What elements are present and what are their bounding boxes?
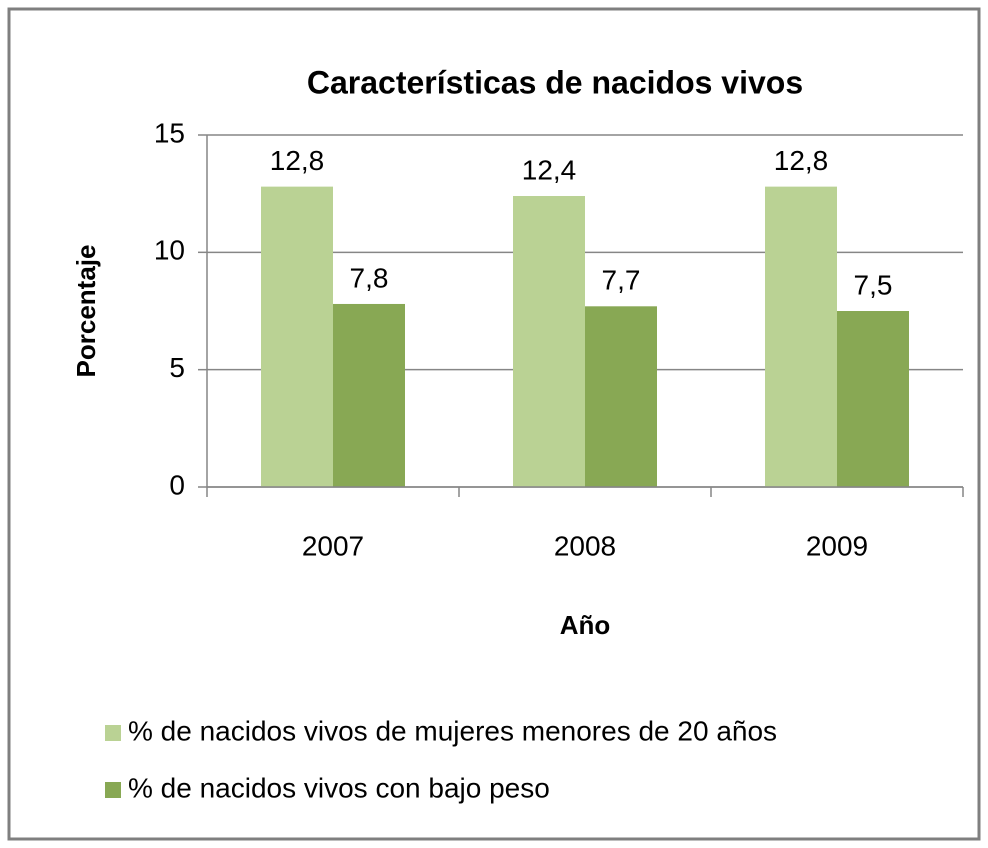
y-tick-label: 5: [169, 352, 185, 383]
y-tick-label: 0: [169, 469, 185, 500]
data-label: 7,5: [854, 269, 893, 300]
legend-label: % de nacidos vivos con bajo peso: [128, 772, 550, 803]
x-axis-label: Año: [560, 610, 611, 640]
legend-swatch: [105, 782, 121, 798]
legend-label: % de nacidos vivos de mujeres menores de…: [128, 715, 777, 746]
data-label: 12,8: [270, 145, 325, 176]
y-axis-label: Porcentaje: [71, 245, 101, 378]
x-tick-label: 2008: [554, 530, 616, 561]
x-tick-label: 2009: [806, 530, 868, 561]
data-label: 12,8: [774, 145, 829, 176]
data-label: 12,4: [522, 154, 577, 185]
bar: [837, 311, 909, 487]
y-tick-label: 15: [154, 117, 185, 148]
x-tick-label: 2007: [302, 530, 364, 561]
data-label: 7,8: [350, 262, 389, 293]
bar: [585, 306, 657, 487]
chart-title: Características de nacidos vivos: [307, 64, 803, 100]
bar: [765, 186, 837, 488]
bar: [333, 303, 405, 487]
bar: [261, 186, 333, 488]
y-tick-label: 10: [154, 235, 185, 266]
bar: [513, 196, 585, 487]
legend-swatch: [105, 725, 121, 741]
data-label: 7,7: [602, 265, 641, 296]
